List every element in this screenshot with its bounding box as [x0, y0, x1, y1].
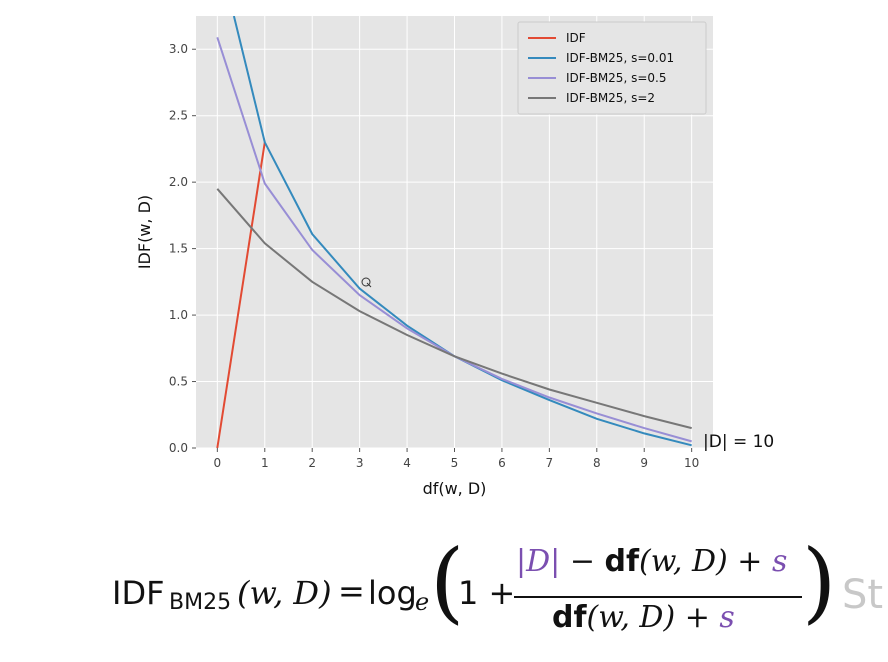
x-tick-label: 9 [640, 456, 648, 470]
x-tick-label: 10 [684, 456, 699, 470]
formula-den-s: s [719, 600, 735, 635]
formula-lhs-subscript: BM25 [169, 590, 232, 615]
formula-num-d: |D| [516, 544, 561, 579]
formula-right-paren: ) [802, 530, 837, 633]
legend-entry: IDF-BM25, s=2 [566, 91, 655, 105]
x-tick-label: 1 [261, 456, 269, 470]
formula-den-df: df [552, 600, 587, 635]
legend-entry: IDF-BM25, s=0.5 [566, 71, 666, 85]
y-tick-label: 3.0 [169, 42, 188, 56]
x-tick-label: 8 [593, 456, 601, 470]
formula-lhs-name: IDF [112, 574, 165, 612]
series-line-0 [216, 142, 266, 448]
formula-log-base: e [415, 588, 430, 616]
formula-lhs-args: (w, D) [237, 574, 332, 612]
x-tick-label: 2 [308, 456, 316, 470]
y-tick-label: 1.5 [169, 242, 188, 256]
formula-equals: = [338, 572, 365, 610]
y-axis-label: IDF(w, D) [135, 195, 154, 269]
legend-box [517, 21, 707, 115]
legend: IDF IDF-BM25, s=0.01 IDF-BM25, s=0.5 IDF-BM… [517, 21, 707, 115]
x-tick-label: 5 [451, 456, 459, 470]
formula-den-plus: + [684, 600, 710, 635]
y-tick-label: 2.5 [169, 109, 188, 123]
x-tick-label: 4 [403, 456, 411, 470]
formula-num-s: s [771, 544, 788, 579]
cut-off-text: St [842, 572, 884, 618]
formula-num-df: df [604, 544, 640, 579]
mouse-cursor-icon [361, 277, 372, 288]
x-tick-label: 7 [546, 456, 554, 470]
formula-log: log [368, 574, 417, 612]
y-tick-label: 1.0 [169, 308, 188, 322]
y-tick-label: 0.5 [169, 375, 188, 389]
legend-entry: IDF [566, 31, 586, 45]
x-tick-label: 6 [498, 456, 506, 470]
dataset-size-annotation: |D| = 10 [703, 432, 774, 452]
x-axis-label: df(w, D) [423, 479, 487, 498]
y-tick-label: 2.0 [169, 175, 188, 189]
series-line-3 [216, 188, 692, 430]
formula-left-paren: ( [430, 530, 465, 633]
formula-num-args: (w, D) [639, 544, 728, 579]
formula-num-plus: + [737, 544, 763, 579]
formula-fraction-bar [514, 596, 802, 598]
legend-entry: IDF-BM25, s=0.01 [566, 51, 674, 65]
formula-one-plus: 1 + [458, 574, 516, 612]
x-tick-label: 3 [356, 456, 364, 470]
y-tick-label: 0.0 [169, 441, 188, 455]
idf-bm25-formula: IDF BM25 (w, D) = log e ( 1 + |D| − df(w… [112, 538, 872, 648]
x-tick-label: 0 [214, 456, 222, 470]
formula-den-args: (w, D) [586, 600, 676, 635]
formula-minus: − [569, 544, 595, 579]
